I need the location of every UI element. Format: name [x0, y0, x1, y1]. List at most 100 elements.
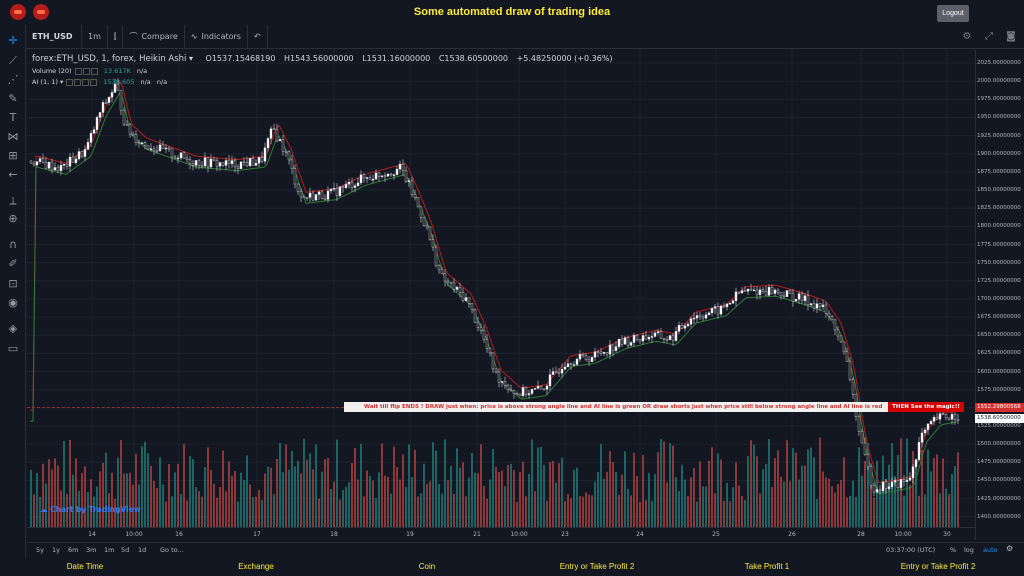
ruler-icon[interactable]: ⟂ — [9, 194, 17, 207]
time-axis[interactable] — [27, 527, 975, 541]
candle-body — [311, 192, 315, 201]
fullscreen-icon[interactable]: ⤢ — [985, 30, 993, 42]
candle-body — [164, 147, 168, 150]
range-button-1d[interactable]: 1d — [138, 546, 147, 554]
candle-body — [338, 186, 342, 196]
volume-bar — [153, 480, 155, 527]
chart-type-button[interactable]: ⫿ — [108, 24, 124, 49]
volume-bar — [570, 498, 572, 527]
arrow-left-icon[interactable]: ← — [8, 168, 18, 181]
symbol-search[interactable]: ETH_USD — [26, 24, 82, 49]
chevron-down-icon[interactable]: ▾ — [59, 78, 64, 86]
volume-bar — [624, 451, 626, 527]
close-icon[interactable] — [82, 78, 90, 86]
field-tab-5[interactable]: Entry or Take Profit 2 — [900, 562, 976, 571]
lock-drawing-icon[interactable]: ✐ — [8, 257, 18, 270]
candle-body — [368, 177, 372, 180]
eye-icon[interactable]: ◉ — [8, 296, 18, 309]
legend-symbol[interactable]: forex:ETH_USD, 1, forex, Heikin Ashi — [32, 54, 187, 64]
candle-body — [380, 175, 384, 177]
range-button-1y[interactable]: 1y — [52, 546, 60, 554]
range-button-6m[interactable]: 6m — [68, 546, 79, 554]
candle-body — [698, 315, 702, 318]
pattern-icon[interactable]: ⋈ — [7, 130, 19, 143]
volume-bar — [174, 472, 176, 527]
price-scale[interactable] — [975, 50, 1024, 540]
auto-toggle[interactable]: auto — [983, 546, 998, 554]
layers-icon[interactable]: ◈ — [8, 322, 18, 335]
volume-bar — [144, 441, 146, 527]
settings-icon[interactable]: ⚙ — [962, 30, 972, 42]
range-button-5d[interactable]: 5d — [121, 546, 130, 554]
field-tab-4[interactable]: Take Profit 1 — [744, 562, 790, 571]
fib-icon[interactable]: ⋰ — [7, 73, 19, 86]
volume-label[interactable]: Volume (20) — [32, 67, 72, 75]
candle-body — [692, 317, 696, 320]
settings-icon[interactable]: ⚙ — [1006, 544, 1014, 553]
volume-bar — [504, 486, 506, 527]
field-tab-3[interactable]: Entry or Take Profit 2 — [559, 562, 635, 571]
volume-bar — [711, 447, 713, 527]
trash-icon[interactable]: ▭ — [7, 342, 19, 355]
undo-button[interactable]: ↶ — [248, 24, 268, 49]
chevron-down-icon[interactable]: ▾ — [188, 54, 193, 63]
field-tab-0[interactable]: Date Time — [66, 562, 104, 571]
range-button-3m[interactable]: 3m — [86, 546, 97, 554]
camera-icon[interactable]: ◙ — [1006, 30, 1016, 42]
volume-bar — [495, 466, 497, 527]
candle-body — [902, 479, 906, 482]
logout-button[interactable]: Logout — [937, 5, 969, 22]
goto-button[interactable]: Go to... — [160, 546, 184, 554]
range-button-1m[interactable]: 1m — [104, 546, 115, 554]
text-icon[interactable]: T — [9, 111, 17, 124]
lock-icon[interactable]: ⊡ — [8, 277, 18, 290]
volume-bar — [837, 484, 839, 527]
percent-toggle[interactable]: % — [950, 546, 957, 554]
more-icon[interactable] — [90, 78, 98, 86]
field-tab-1[interactable]: Exchange — [238, 562, 274, 571]
trendline-icon[interactable]: ⟋ — [9, 54, 17, 67]
zoom-icon[interactable]: ⊕ — [8, 212, 18, 225]
volume-bar — [513, 470, 515, 527]
candle-body — [347, 181, 351, 185]
candle-body — [569, 363, 573, 365]
interval-button[interactable]: 1m — [82, 24, 108, 49]
price-tick-label: 1700.00000000 — [977, 295, 1021, 302]
volume-bar — [186, 500, 188, 527]
range-button-5y[interactable]: 5y — [36, 546, 44, 554]
candle-body — [149, 148, 153, 151]
ai-label[interactable]: AI (1, 1) — [32, 78, 58, 86]
magnet-icon[interactable]: ∩ — [8, 238, 18, 251]
volume-bar — [351, 463, 353, 527]
volume-bar — [654, 474, 656, 527]
candle-body — [65, 163, 69, 167]
field-tab-2[interactable]: Coin — [418, 562, 436, 571]
indicators-button[interactable]: ∿ Indicators — [185, 24, 248, 49]
candle-body — [941, 413, 945, 415]
crosshair-icon[interactable]: ✛ — [8, 34, 18, 47]
volume-bar — [663, 441, 665, 527]
clock-readout[interactable]: 03:37:00 (UTC) — [886, 546, 936, 554]
brush-icon[interactable]: ✎ — [8, 92, 18, 105]
log-toggle[interactable]: log — [964, 546, 974, 554]
volume-bar — [735, 462, 737, 527]
volume-bar — [930, 471, 932, 527]
candle-body — [647, 337, 651, 340]
volume-bar — [411, 477, 413, 527]
eye-toggle-icon[interactable] — [66, 78, 74, 86]
annotation-banner[interactable]: Wait till flip ENDS ! DRAW just when: pr… — [344, 402, 888, 412]
compare-button[interactable]: ⌒ Compare — [123, 24, 185, 49]
settings-small-icon[interactable] — [74, 78, 82, 86]
volume-bar — [264, 473, 266, 527]
settings-small-icon[interactable] — [82, 67, 90, 75]
candle-body — [572, 364, 576, 366]
volume-bar — [525, 496, 527, 527]
annotation-tag[interactable]: THEN See the magic!! — [888, 402, 964, 412]
volume-bar — [429, 481, 431, 527]
eye-toggle-icon[interactable] — [74, 67, 82, 75]
tradingview-watermark[interactable]: ☁ Chart by TradingView — [40, 505, 141, 514]
prediction-icon[interactable]: ⊞ — [8, 149, 18, 162]
close-icon[interactable] — [90, 67, 98, 75]
volume-bar — [927, 449, 929, 527]
volume-bar — [843, 457, 845, 527]
